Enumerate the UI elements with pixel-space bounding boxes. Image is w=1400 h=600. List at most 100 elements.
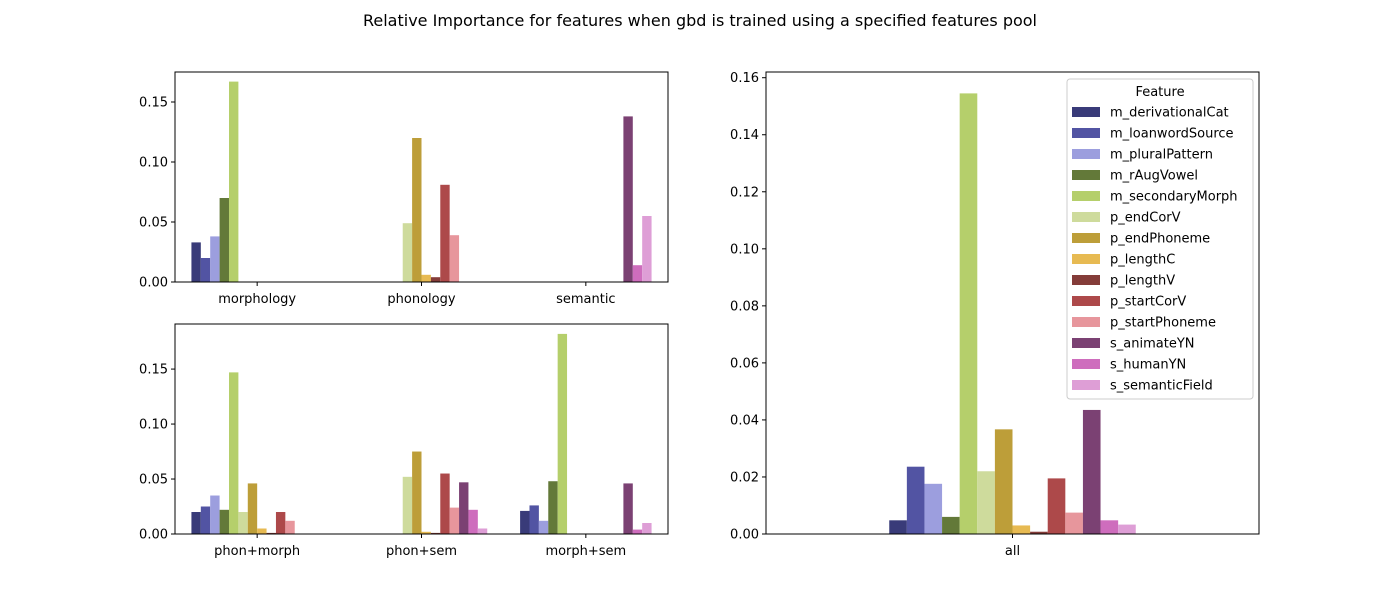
bar-s_humanYN-all xyxy=(1100,520,1119,534)
legend-label-m_pluralPattern: m_pluralPattern xyxy=(1110,148,1213,163)
legend-swatch-s_animateYN xyxy=(1072,338,1100,348)
bar-m_rAugVowel-morph+sem xyxy=(548,481,558,534)
bar-m_secondaryMorph-phon+morph xyxy=(229,372,239,534)
bar-p_lengthC-phon+morph xyxy=(257,528,267,534)
bar-p_endCorV-all xyxy=(977,471,995,534)
figure-title: Relative Importance for features when gb… xyxy=(363,11,1037,30)
bar-p_lengthC-phon+sem xyxy=(421,531,431,534)
bar-p_lengthV-phon+sem xyxy=(430,532,441,534)
bar-s_semanticField-morph+sem xyxy=(642,523,652,534)
bar-m_derivationalCat-morphology xyxy=(191,242,201,282)
bar-p_startCorV-phonology xyxy=(440,184,450,282)
bar-p_endPhoneme-all xyxy=(994,429,1013,534)
legend-box xyxy=(1066,78,1254,400)
bar-m_loanwordSource-morph+sem xyxy=(529,505,539,534)
legend-swatch-s_humanYN xyxy=(1072,359,1100,369)
bar-p_startCorV-phon+sem xyxy=(440,473,450,534)
bar-p_lengthV-all xyxy=(1030,531,1048,534)
y-tick-label: 0.02 xyxy=(730,470,759,485)
legend-swatch-m_secondaryMorph xyxy=(1072,191,1100,201)
x-tick-label-morph+sem: morph+sem xyxy=(545,544,626,559)
bar-m_loanwordSource-all xyxy=(906,466,925,534)
legend-swatch-p_lengthC xyxy=(1072,254,1100,264)
x-tick-label-phon+morph: phon+morph xyxy=(214,544,300,559)
legend-label-s_animateYN: s_animateYN xyxy=(1110,337,1194,352)
legend-label-s_semanticField: s_semanticField xyxy=(1110,379,1213,394)
bar-m_derivationalCat-phon+morph xyxy=(191,512,201,534)
bar-m_secondaryMorph-morphology xyxy=(229,81,239,282)
legend-label-m_derivationalCat: m_derivationalCat xyxy=(1110,106,1229,121)
bar-m_secondaryMorph-morph+sem xyxy=(557,333,568,534)
bar-s_animateYN-semantic xyxy=(623,116,633,283)
bar-m_pluralPattern-phon+morph xyxy=(210,495,220,534)
bar-p_lengthC-all xyxy=(1012,525,1031,534)
legend-label-p_lengthC: p_lengthC xyxy=(1110,253,1175,268)
legend-label-m_loanwordSource: m_loanwordSource xyxy=(1110,127,1234,142)
bar-p_lengthV-phon+morph xyxy=(266,532,276,534)
legend-label-m_secondaryMorph: m_secondaryMorph xyxy=(1110,190,1238,205)
bar-s_animateYN-phon+sem xyxy=(459,482,469,534)
legend-swatch-p_endCorV xyxy=(1072,212,1100,222)
bar-m_rAugVowel-all xyxy=(942,516,960,534)
bar-p_startPhoneme-phon+morph xyxy=(285,520,295,534)
bar-p_startPhoneme-all xyxy=(1065,512,1083,534)
legend-swatch-p_startPhoneme xyxy=(1072,317,1100,327)
legend-label-p_startCorV: p_startCorV xyxy=(1110,295,1186,310)
bar-m_derivationalCat-all xyxy=(889,520,907,534)
legend-title: Feature xyxy=(1135,85,1184,100)
bar-p_endPhoneme-phon+morph xyxy=(247,483,258,534)
legend: Feature m_derivationalCat m_loanwordSource… xyxy=(1066,78,1254,400)
bar-m_rAugVowel-phon+morph xyxy=(219,509,229,534)
x-tick-label-all: all xyxy=(1005,544,1020,559)
y-tick-label: 0.10 xyxy=(730,242,759,257)
bar-p_startCorV-all xyxy=(1047,478,1066,534)
bar-s_animateYN-all xyxy=(1082,409,1101,534)
y-tick-label: 0.00 xyxy=(139,528,168,543)
y-tick-label: 0.10 xyxy=(139,156,168,171)
y-tick-label: 0.00 xyxy=(730,528,759,543)
y-tick-label: 0.00 xyxy=(139,276,168,291)
chart-all-pool: 0.00 0.02 0.04 0.06 0.08 0.10 0.12 0.14 0.16 all xyxy=(730,71,1260,559)
bar-m_pluralPattern-morph+sem xyxy=(538,520,549,534)
legend-swatch-m_loanwordSource xyxy=(1072,128,1100,138)
legend-label-p_startPhoneme: p_startPhoneme xyxy=(1110,316,1216,331)
legend-label-m_rAugVowel: m_rAugVowel xyxy=(1110,169,1198,184)
bar-p_startPhoneme-phonology xyxy=(449,235,460,282)
bar-p_lengthC-phonology xyxy=(421,274,431,282)
bar-p_startCorV-phon+morph xyxy=(275,512,286,534)
legend-swatch-s_semanticField xyxy=(1072,380,1100,390)
bar-p_lengthV-phonology xyxy=(430,277,441,282)
bar-m_pluralPattern-all xyxy=(924,483,943,534)
legend-label-p_endPhoneme: p_endPhoneme xyxy=(1110,232,1210,247)
y-tick-label: 0.15 xyxy=(139,363,168,378)
legend-swatch-m_derivationalCat xyxy=(1072,107,1100,117)
y-tick-label: 0.16 xyxy=(730,71,759,86)
x-tick-label-semantic: semantic xyxy=(556,292,616,307)
y-tick-label: 0.14 xyxy=(730,128,759,143)
x-tick-label-phon+sem: phon+sem xyxy=(386,544,457,559)
legend-swatch-m_pluralPattern xyxy=(1072,149,1100,159)
legend-swatch-p_startCorV xyxy=(1072,296,1100,306)
y-tick-label: 0.08 xyxy=(730,299,759,314)
bar-p_endPhoneme-phon+sem xyxy=(412,451,422,534)
bar-s_humanYN-morph+sem xyxy=(632,529,643,534)
bar-m_rAugVowel-morphology xyxy=(219,198,229,282)
bar-s_humanYN-phon+sem xyxy=(468,509,478,534)
y-tick-label: 0.06 xyxy=(730,356,759,371)
bar-s_semanticField-all xyxy=(1118,524,1136,534)
bar-m_loanwordSource-phon+morph xyxy=(200,506,211,534)
bar-p_startPhoneme-phon+sem xyxy=(449,507,460,534)
bar-p_endCorV-phon+sem xyxy=(402,476,413,534)
x-tick-label-phonology: phonology xyxy=(387,292,455,307)
bar-s_animateYN-morph+sem xyxy=(623,483,633,534)
bar-m_derivationalCat-morph+sem xyxy=(520,510,530,534)
chart-pair-pools: 0.00 0.05 0.10 0.15 phon+morph phon+sem morph+… xyxy=(139,323,669,559)
bar-p_endCorV-phon+morph xyxy=(238,512,248,534)
legend-label-p_lengthV: p_lengthV xyxy=(1110,274,1175,289)
bar-s_semanticField-phon+sem xyxy=(477,528,488,534)
chart-single-pools: 0.00 0.05 0.10 0.15 morphology phonology seman… xyxy=(139,71,669,307)
legend-swatch-p_endPhoneme xyxy=(1072,233,1100,243)
x-tick-label-morphology: morphology xyxy=(218,292,296,307)
legend-label-p_endCorV: p_endCorV xyxy=(1110,211,1181,226)
